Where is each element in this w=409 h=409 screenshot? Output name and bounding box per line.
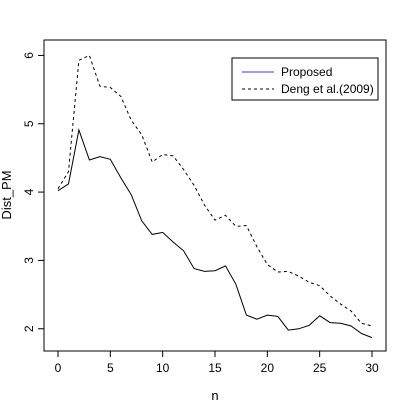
x-tick-label: 15 — [208, 361, 222, 375]
legend: Proposed Deng et al.(2009) — [231, 57, 379, 101]
legend-label: Proposed — [281, 65, 332, 79]
y-tick-label: 3 — [22, 257, 36, 264]
x-tick-label: 30 — [365, 361, 379, 375]
y-axis-label: Dist_PM — [0, 170, 14, 219]
series-line-proposed — [57, 127, 373, 339]
x-tick-label: 20 — [261, 361, 275, 375]
x-tick-label: 10 — [156, 361, 170, 375]
legend-label: Deng et al.(2009) — [281, 82, 374, 96]
y-axis: 2 3 4 5 6 — [22, 52, 45, 332]
y-tick-label: 5 — [22, 120, 36, 127]
x-tick-label: 25 — [313, 361, 327, 375]
legend-box — [231, 57, 379, 101]
x-tick-label: 5 — [107, 361, 114, 375]
series-line-deng — [57, 54, 373, 327]
series-lines — [57, 54, 373, 339]
x-tick-label: 0 — [55, 361, 62, 375]
y-tick-label: 2 — [22, 325, 36, 332]
x-axis: 0 5 10 15 20 25 30 — [55, 350, 379, 375]
x-axis-label: n — [211, 388, 218, 403]
y-tick-label: 6 — [22, 52, 36, 59]
y-tick-label: 4 — [22, 188, 36, 195]
